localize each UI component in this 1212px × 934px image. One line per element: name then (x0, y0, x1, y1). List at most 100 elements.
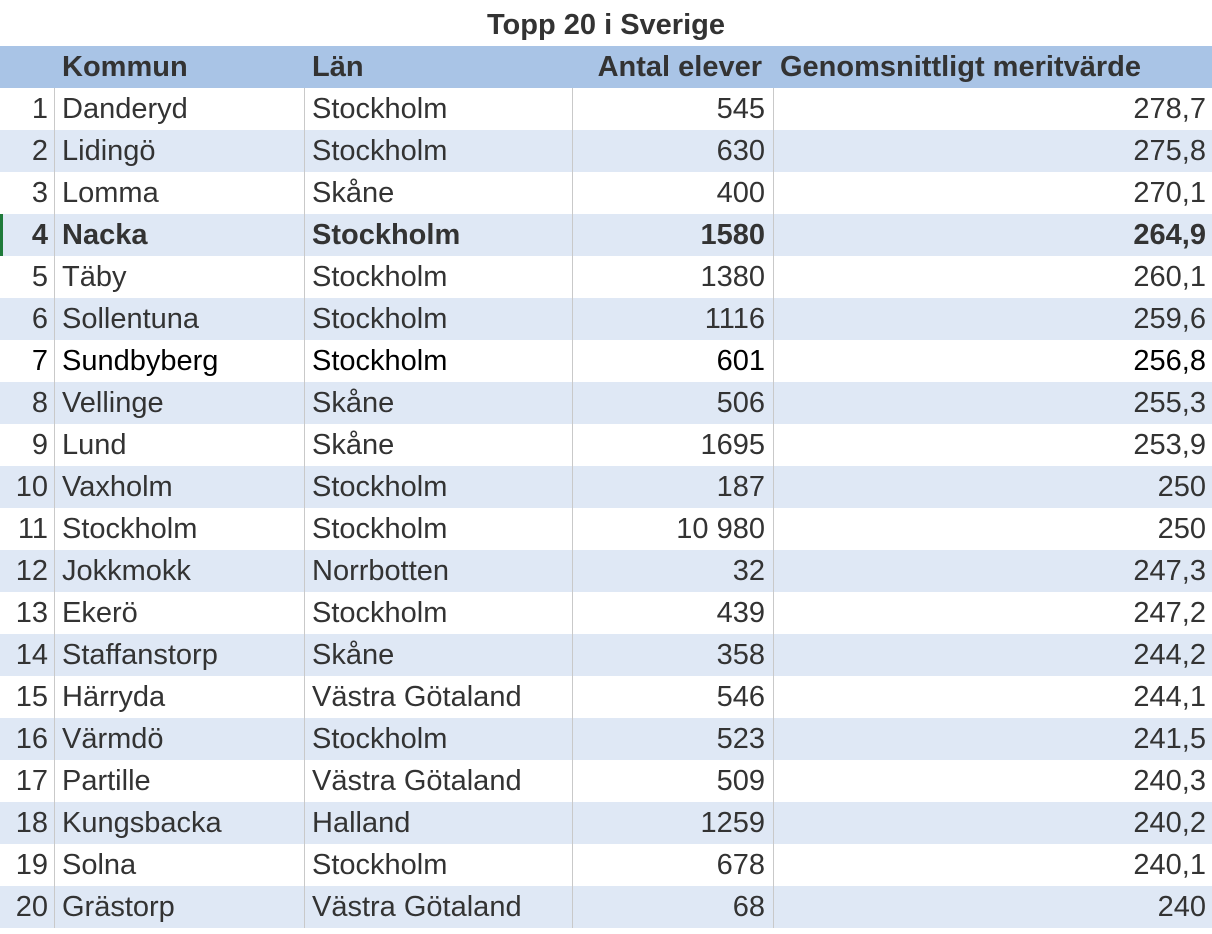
cell-antal-elever[interactable]: 678 (573, 844, 774, 886)
cell-kommun[interactable]: Värmdö (55, 718, 305, 760)
cell-meritvarde[interactable]: 240 (1157, 891, 1206, 923)
header-antal-elever[interactable]: Antal elever (597, 51, 762, 83)
header-lan[interactable]: Län (312, 51, 364, 83)
cell-meritvarde[interactable]: 260,1 (1133, 261, 1206, 293)
cell-kommun[interactable]: Jokkmokk (55, 550, 305, 592)
cell-antal-elever[interactable]: 187 (573, 466, 774, 508)
header-kommun[interactable]: Kommun (62, 51, 188, 83)
cell-rank[interactable]: 11 (0, 508, 55, 550)
cell-rank[interactable]: 18 (0, 802, 55, 844)
table-title[interactable]: Topp 20 i Sverige (0, 4, 1212, 46)
cell-kommun[interactable]: Sundbyberg (55, 340, 305, 382)
cell-rank[interactable]: 3 (0, 172, 55, 214)
cell-antal-elever[interactable]: 506 (573, 382, 774, 424)
cell-lan[interactable]: Skåne (305, 382, 573, 424)
cell-lan[interactable]: Stockholm (305, 466, 573, 508)
cell-lan[interactable]: Stockholm (305, 88, 573, 130)
cell-meritvarde[interactable]: 275,8 (1133, 135, 1206, 167)
cell-antal-elever[interactable]: 1695 (573, 424, 774, 466)
cell-kommun[interactable]: Stockholm (55, 508, 305, 550)
cell-kommun[interactable]: Lomma (55, 172, 305, 214)
cell-lan[interactable]: Skåne (305, 424, 573, 466)
cell-rank[interactable]: 1 (0, 88, 55, 130)
cell-rank[interactable]: 9 (0, 424, 55, 466)
cell-rank[interactable]: 4 (0, 214, 55, 256)
cell-rank[interactable]: 7 (0, 340, 55, 382)
cell-rank[interactable]: 19 (0, 844, 55, 886)
cell-antal-elever[interactable]: 601 (573, 340, 774, 382)
cell-lan[interactable]: Stockholm (305, 592, 573, 634)
cell-kommun[interactable]: Lund (55, 424, 305, 466)
cell-antal-elever[interactable]: 523 (573, 718, 774, 760)
cell-lan[interactable]: Stockholm (305, 214, 573, 256)
cell-kommun[interactable]: Sollentuna (55, 298, 305, 340)
cell-antal-elever[interactable]: 358 (573, 634, 774, 676)
cell-kommun[interactable]: Vaxholm (55, 466, 305, 508)
cell-lan[interactable]: Stockholm (305, 340, 573, 382)
cell-lan[interactable]: Norrbotten (305, 550, 573, 592)
cell-rank[interactable]: 16 (0, 718, 55, 760)
cell-kommun[interactable]: Partille (55, 760, 305, 802)
cell-lan[interactable]: Halland (305, 802, 573, 844)
cell-rank[interactable]: 13 (0, 592, 55, 634)
cell-lan[interactable]: Västra Götaland (305, 886, 573, 928)
cell-antal-elever[interactable]: 10 980 (573, 508, 774, 550)
cell-rank[interactable]: 6 (0, 298, 55, 340)
cell-meritvarde[interactable]: 240,1 (1133, 849, 1206, 881)
cell-antal-elever[interactable]: 509 (573, 760, 774, 802)
cell-lan[interactable]: Västra Götaland (305, 676, 573, 718)
cell-lan[interactable]: Skåne (305, 634, 573, 676)
cell-lan[interactable]: Skåne (305, 172, 573, 214)
cell-rank[interactable]: 20 (0, 886, 55, 928)
cell-rank[interactable]: 12 (0, 550, 55, 592)
cell-meritvarde[interactable]: 259,6 (1133, 303, 1206, 335)
cell-meritvarde[interactable]: 255,3 (1133, 387, 1206, 419)
cell-antal-elever[interactable]: 32 (573, 550, 774, 592)
cell-lan[interactable]: Stockholm (305, 844, 573, 886)
cell-kommun[interactable]: Kungsbacka (55, 802, 305, 844)
cell-rank[interactable]: 5 (0, 256, 55, 298)
cell-antal-elever[interactable]: 630 (573, 130, 774, 172)
cell-antal-elever[interactable]: 1580 (573, 214, 774, 256)
cell-meritvarde[interactable]: 256,8 (1133, 345, 1206, 377)
cell-antal-elever[interactable]: 68 (573, 886, 774, 928)
cell-lan[interactable]: Stockholm (305, 256, 573, 298)
cell-antal-elever[interactable]: 439 (573, 592, 774, 634)
cell-meritvarde[interactable]: 250 (1157, 471, 1206, 503)
cell-antal-elever[interactable]: 1259 (573, 802, 774, 844)
cell-lan[interactable]: Stockholm (305, 718, 573, 760)
cell-meritvarde[interactable]: 240,2 (1133, 807, 1206, 839)
cell-meritvarde[interactable]: 278,7 (1133, 93, 1206, 125)
cell-rank[interactable]: 8 (0, 382, 55, 424)
cell-lan[interactable]: Stockholm (305, 508, 573, 550)
cell-kommun[interactable]: Solna (55, 844, 305, 886)
cell-kommun[interactable]: Vellinge (55, 382, 305, 424)
cell-kommun[interactable]: Nacka (55, 214, 305, 256)
cell-antal-elever[interactable]: 545 (573, 88, 774, 130)
header-meritvarde[interactable]: Genomsnittligt meritvärde (780, 51, 1141, 83)
cell-rank[interactable]: 17 (0, 760, 55, 802)
cell-antal-elever[interactable]: 400 (573, 172, 774, 214)
cell-meritvarde[interactable]: 247,2 (1133, 597, 1206, 629)
cell-antal-elever[interactable]: 546 (573, 676, 774, 718)
cell-antal-elever[interactable]: 1380 (573, 256, 774, 298)
cell-meritvarde[interactable]: 250 (1157, 513, 1206, 545)
cell-rank[interactable]: 14 (0, 634, 55, 676)
cell-antal-elever[interactable]: 1116 (573, 298, 774, 340)
cell-rank[interactable]: 2 (0, 130, 55, 172)
cell-meritvarde[interactable]: 253,9 (1133, 429, 1206, 461)
cell-meritvarde[interactable]: 244,2 (1133, 639, 1206, 671)
cell-meritvarde[interactable]: 247,3 (1133, 555, 1206, 587)
cell-kommun[interactable]: Härryda (55, 676, 305, 718)
cell-meritvarde[interactable]: 241,5 (1133, 723, 1206, 755)
cell-lan[interactable]: Västra Götaland (305, 760, 573, 802)
cell-kommun[interactable]: Grästorp (55, 886, 305, 928)
cell-rank[interactable]: 15 (0, 676, 55, 718)
cell-meritvarde[interactable]: 240,3 (1133, 765, 1206, 797)
cell-kommun[interactable]: Staffanstorp (55, 634, 305, 676)
cell-lan[interactable]: Stockholm (305, 298, 573, 340)
cell-meritvarde[interactable]: 264,9 (1133, 219, 1206, 251)
cell-meritvarde[interactable]: 244,1 (1133, 681, 1206, 713)
header-rank[interactable] (0, 46, 55, 88)
cell-kommun[interactable]: Täby (55, 256, 305, 298)
